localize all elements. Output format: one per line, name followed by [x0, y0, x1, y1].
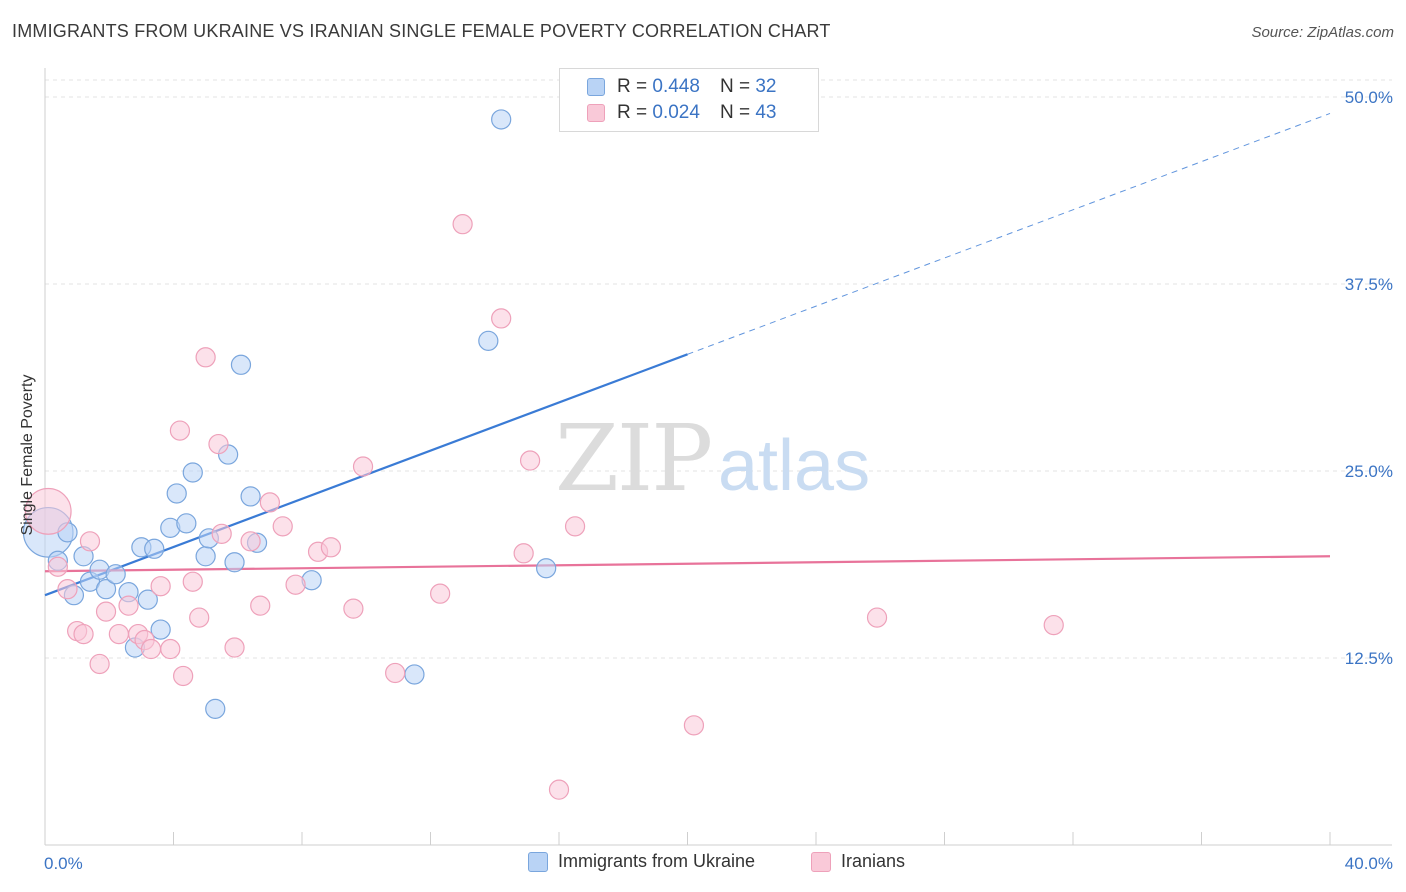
point-iranians — [343, 598, 364, 619]
point-iranians — [250, 595, 271, 616]
point-iranians — [208, 433, 229, 455]
legend-row-ukraine: R = 0.448 N = 32 — [560, 74, 776, 100]
point-iranians — [24, 487, 72, 535]
point-iranians — [89, 653, 110, 675]
legend-item-ukraine[interactable]: Immigrants from Ukraine — [528, 851, 755, 872]
point-iranians — [79, 531, 101, 552]
point-iranians — [73, 623, 94, 645]
legend-swatch-iranians — [587, 104, 605, 122]
point-ukraine — [205, 698, 226, 719]
point-ukraine — [224, 552, 245, 573]
point-ukraine — [240, 486, 261, 507]
point-iranians — [320, 537, 342, 558]
point-ukraine — [195, 546, 216, 567]
point-ukraine — [478, 330, 499, 351]
legend-row-iranians: R = 0.024 N = 43 — [560, 100, 776, 126]
point-ukraine — [105, 564, 126, 585]
point-iranians — [1043, 614, 1064, 636]
x-tick-label: 40.0% — [1345, 854, 1393, 873]
legend-label-iranians: Iranians — [841, 851, 906, 871]
point-iranians — [452, 214, 473, 235]
point-iranians — [240, 531, 261, 552]
tick-labels: 12.5% 25.0% 37.5% 50.0% 0.0% 40.0% — [44, 88, 1393, 873]
series-legend: Immigrants from Ukraine Iranians — [0, 851, 1406, 877]
legend-swatch-ukraine — [587, 78, 605, 96]
point-ukraine — [137, 589, 158, 610]
point-iranians — [519, 450, 541, 471]
y-axis-label: Single Female Poverty — [19, 374, 36, 536]
point-iranians — [385, 662, 406, 684]
point-ukraine — [176, 513, 197, 534]
point-iranians — [564, 516, 586, 537]
point-ukraine — [536, 558, 557, 579]
y-tick-label: 12.5% — [1345, 649, 1393, 668]
y-tick-label: 25.0% — [1345, 462, 1393, 481]
point-iranians — [160, 638, 181, 660]
axes — [44, 68, 1392, 846]
legend-n-label: N = — [719, 102, 751, 123]
point-iranians — [430, 583, 451, 604]
point-iranians — [259, 492, 280, 513]
point-iranians — [47, 556, 68, 577]
watermark: ZIP atlas — [555, 405, 870, 512]
point-iranians — [683, 715, 705, 736]
chart-title: IMMIGRANTS FROM UKRAINE VS IRANIAN SINGL… — [12, 21, 831, 41]
point-iranians — [224, 637, 245, 658]
point-iranians — [95, 601, 117, 622]
point-iranians — [169, 420, 191, 441]
watermark-atlas: atlas — [718, 426, 870, 506]
point-iranians — [189, 607, 210, 628]
point-iranians — [108, 623, 130, 645]
point-iranians — [118, 595, 139, 616]
point-iranians — [182, 571, 203, 592]
point-iranians — [285, 574, 306, 595]
legend-item-iranians[interactable]: Iranians — [811, 851, 905, 872]
point-iranians — [195, 347, 216, 368]
x-tick-label: 0.0% — [44, 854, 83, 873]
data-points — [22, 109, 1064, 800]
point-iranians — [866, 607, 888, 628]
point-iranians — [548, 779, 570, 800]
trend-line-iranians — [44, 555, 1331, 573]
legend-swatch-iranians — [811, 851, 831, 872]
legend-r-value: 0.024 — [652, 102, 700, 123]
legend-label-ukraine: Immigrants from Ukraine — [558, 851, 756, 871]
point-iranians — [211, 523, 232, 544]
legend-n-label: N = — [719, 76, 751, 97]
point-ukraine — [95, 579, 117, 600]
legend-r-label: R = — [617, 76, 648, 97]
point-ukraine — [230, 354, 252, 375]
point-iranians — [57, 579, 78, 600]
point-iranians — [513, 543, 534, 564]
trend-extension-ukraine — [687, 112, 1331, 355]
point-iranians — [272, 516, 293, 537]
correlation-legend: R = 0.448 N = 32 R = 0.024 N = 43 — [559, 68, 819, 132]
y-tick-label: 37.5% — [1345, 275, 1393, 294]
point-iranians — [352, 456, 374, 477]
point-iranians — [140, 638, 162, 660]
legend-swatch-ukraine — [528, 851, 548, 872]
legend-n-value: 32 — [755, 76, 777, 97]
point-iranians — [491, 308, 512, 329]
legend-r-label: R = — [617, 102, 648, 123]
watermark-zip: ZIP — [555, 405, 711, 512]
point-ukraine — [144, 538, 165, 559]
y-tick-label: 50.0% — [1345, 88, 1393, 107]
source-credit: Source: ZipAtlas.com — [1251, 24, 1394, 41]
point-iranians — [173, 665, 194, 687]
trend-lines — [44, 112, 1331, 597]
point-ukraine — [182, 462, 203, 483]
point-ukraine — [404, 664, 425, 685]
point-ukraine — [491, 109, 512, 130]
legend-n-value: 43 — [755, 102, 777, 123]
point-ukraine — [150, 619, 171, 640]
point-iranians — [150, 576, 171, 597]
point-ukraine — [166, 483, 187, 504]
legend-r-value: 0.448 — [652, 76, 700, 97]
